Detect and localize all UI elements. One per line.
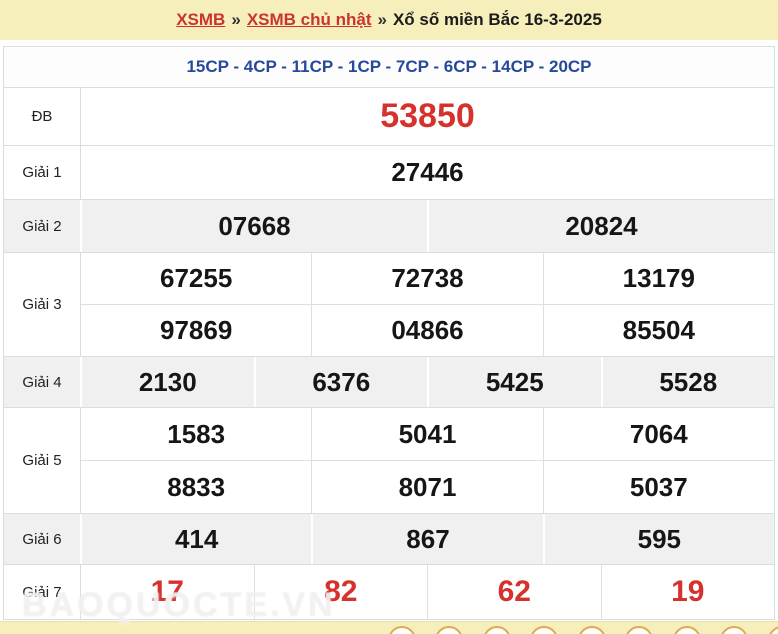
prize-label: ĐB [4,88,81,145]
prize-number: 6376 [253,357,428,407]
prize-number: 5425 [427,357,601,407]
prize-number: 85504 [542,305,774,356]
prize-number: 82 [253,565,428,619]
prize-row-4: Giải 4 2130 6376 5425 5528 [4,357,774,408]
prize-number: 72738 [311,253,542,304]
prize-number: 8833 [167,471,226,502]
prize-number: 13179 [542,253,774,304]
prize-number: 97869 [160,315,233,345]
prize-number: 595 [542,514,774,564]
breadcrumb-link-xsmb-chu-nhat[interactable]: XSMB chủ nhật [246,10,372,29]
prize-row-2: Giải 2 07668 20824 [4,200,774,253]
lotto-ball-icon [388,626,416,634]
prize-number: 07668 [218,210,291,241]
prize-number: 5528 [600,357,775,407]
page-title: Xổ số miền Bắc 16-3-2025 [392,10,602,29]
prize-row-7: Giải 7 17 82 62 19 [4,565,774,619]
prize-row-5: Giải 5 1583 5041 7064 8833 8071 5037 [4,408,774,514]
lotto-ball-icon [768,626,778,634]
prize-number: 7064 [542,408,774,460]
prize-number: 867 [311,514,542,564]
lotto-ball-icon [483,626,511,634]
prize-number: 414 [174,523,219,554]
prize-number: 19 [600,565,775,619]
breadcrumb-link-xsmb[interactable]: XSMB [176,10,226,29]
prize-row-1: Giải 1 27446 [4,146,774,200]
prize-label: Giải 1 [4,146,81,199]
prize-number: 04866 [311,305,542,356]
prize-number: 8071 [311,461,542,513]
lotto-ball-icon [435,626,463,634]
lotto-ball-icon [578,626,606,634]
prize-number: 20824 [427,200,774,252]
cp-codes-row: 15CP - 4CP - 11CP - 1CP - 7CP - 6CP - 14… [4,47,774,88]
prize-number: 5037 [542,461,774,513]
lotto-ball-icon [625,626,653,634]
prize-number: 5041 [311,408,542,460]
loto-row-cutoff [0,621,778,634]
prize-label: Giải 7 [4,565,81,619]
prize-number: 67255 [160,263,233,293]
prize-label: Giải 6 [4,514,82,564]
results-table: 15CP - 4CP - 11CP - 1CP - 7CP - 6CP - 14… [3,46,775,620]
prize-number: 62 [427,565,601,619]
lotto-ball-icon [720,626,748,634]
prize-label: Giải 5 [4,408,81,513]
prize-number: 2130 [138,366,197,397]
breadcrumb-separator: » [377,10,387,29]
lotto-ball-icon [673,626,701,634]
prize-row-db: ĐB 53850 [4,88,774,146]
prize-row-3: Giải 3 67255 72738 13179 97869 04866 855… [4,253,774,357]
lotto-ball-icon [530,626,558,634]
prize-number: 27446 [391,157,464,187]
prize-label: Giải 3 [4,253,81,356]
prize-label: Giải 2 [4,200,82,252]
prize-number: 17 [150,575,184,608]
breadcrumb: XSMB » XSMB chủ nhật » Xổ số miền Bắc 16… [0,0,778,40]
prize-number: 1583 [167,418,226,449]
prize-number: 53850 [380,97,475,135]
prize-row-6: Giải 6 414 867 595 [4,514,774,565]
breadcrumb-separator: » [231,10,241,29]
prize-label: Giải 4 [4,357,82,407]
